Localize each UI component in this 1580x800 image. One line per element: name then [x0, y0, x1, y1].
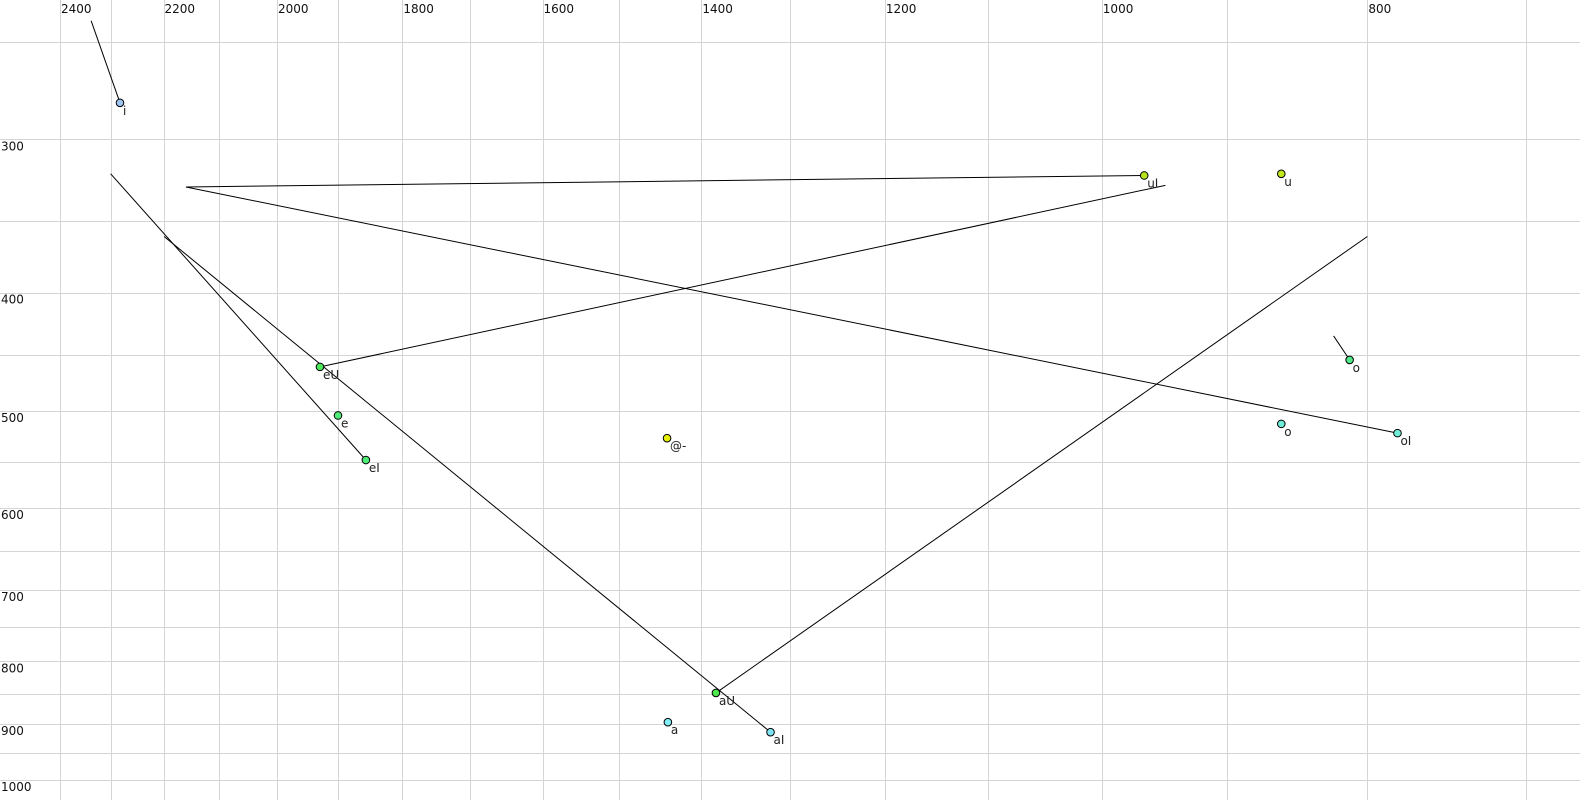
y-tick-labels: 300 400 500 600 700 800 900 1000 — [1, 139, 32, 794]
trajectory-line — [110, 173, 367, 461]
point-marker — [711, 688, 721, 698]
x-tick-labels: 2400 2200 2000 1800 1600 1400 1200 1000 800 — [61, 2, 1391, 16]
trajectories — [90, 20, 1398, 733]
point-label: a — [671, 723, 678, 737]
vowel-point: aU — [711, 688, 735, 708]
vowel-point: u — [1276, 169, 1292, 189]
vowel-point: aI — [766, 727, 785, 747]
vowel-point: o — [1276, 419, 1292, 439]
vowel-point: i — [115, 98, 126, 118]
vowel-point: eI — [361, 455, 380, 475]
x-tick-label: 800 — [1368, 2, 1391, 16]
point-marker — [1276, 419, 1286, 429]
y-gridlines — [0, 42, 1580, 781]
point-marker — [361, 455, 371, 465]
y-tick-label: 500 — [1, 411, 24, 425]
point-label: eU — [323, 368, 339, 382]
point-marker — [1345, 355, 1354, 365]
point-label: uI — [1147, 176, 1158, 190]
vowel-point: e — [333, 411, 348, 430]
point-label: aI — [774, 733, 785, 747]
trajectory-line — [185, 186, 1398, 434]
trajectory-line — [90, 20, 121, 103]
point-label: e — [341, 416, 348, 430]
point-marker — [766, 727, 775, 737]
point-label: o — [1284, 425, 1291, 439]
trajectory-line — [715, 236, 1368, 694]
x-tick-label: 1400 — [702, 2, 733, 16]
point-marker — [333, 411, 343, 420]
point-label: oI — [1400, 434, 1411, 448]
data-points: i uI u o o oI eU e eI @- aU a aI — [115, 98, 1411, 747]
vowel-point: eU — [315, 362, 339, 382]
vowel-point: a — [663, 717, 678, 737]
x-tick-label: 2400 — [61, 2, 92, 16]
x-tick-label: 1600 — [544, 2, 575, 16]
y-tick-label: 300 — [1, 139, 24, 153]
point-label: eI — [369, 461, 380, 475]
point-marker — [663, 717, 673, 727]
point-marker — [115, 98, 125, 108]
vowel-point: o — [1345, 355, 1360, 375]
y-tick-label: 700 — [1, 590, 24, 604]
trajectory-line — [1333, 335, 1351, 361]
x-tick-label: 1000 — [1103, 2, 1134, 16]
point-marker — [1139, 171, 1149, 180]
point-label: u — [1284, 175, 1292, 189]
vowel-point: @- — [662, 433, 686, 453]
vowel-point: oI — [1393, 428, 1411, 448]
x-gridlines — [60, 0, 1527, 800]
point-label: @- — [670, 439, 686, 453]
vowel-point: uI — [1139, 171, 1158, 190]
y-tick-label: 400 — [1, 293, 24, 307]
point-marker — [315, 362, 325, 372]
point-marker — [1276, 169, 1286, 179]
y-tick-label: 1000 — [1, 780, 32, 794]
y-tick-label: 600 — [1, 508, 24, 522]
point-marker — [1393, 428, 1402, 438]
y-tick-label: 800 — [1, 661, 24, 675]
x-tick-label: 2000 — [278, 2, 309, 16]
point-label: aU — [719, 694, 735, 708]
trajectory-line — [163, 236, 771, 733]
trajectory-line — [185, 174, 1145, 188]
trajectory-line — [319, 184, 1166, 368]
x-tick-label: 1200 — [886, 2, 917, 16]
point-label: i — [123, 104, 126, 118]
x-tick-label: 2200 — [165, 2, 196, 16]
y-tick-label: 900 — [1, 724, 24, 738]
point-label: o — [1353, 361, 1360, 375]
point-marker — [662, 433, 672, 443]
x-tick-label: 1800 — [403, 2, 434, 16]
